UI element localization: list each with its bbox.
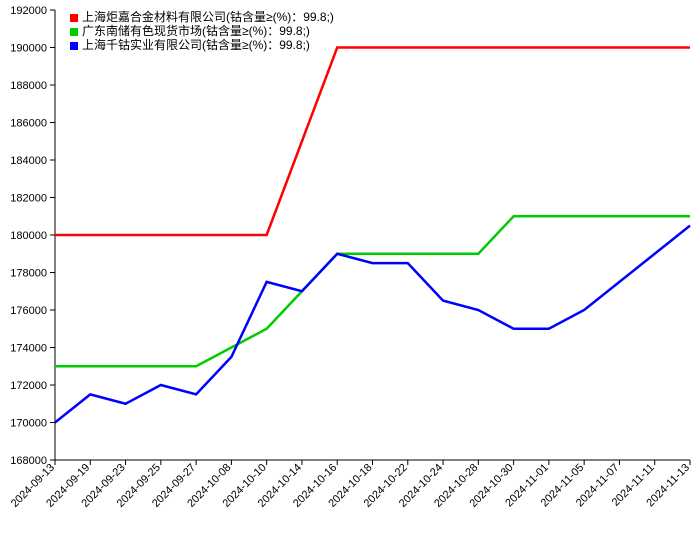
legend-marker <box>70 42 78 50</box>
y-tick-label: 174000 <box>10 343 47 355</box>
y-tick-label: 186000 <box>10 118 47 130</box>
chart-container: 168000 170000 172000 174000 176000 178000 1800… <box>0 0 700 550</box>
legend-marker <box>70 14 78 22</box>
y-tick-label: 180000 <box>10 230 47 242</box>
y-tick-label: 188000 <box>10 80 47 92</box>
y-tick-label: 168000 <box>10 455 47 467</box>
legend-marker <box>70 28 78 36</box>
y-tick-label: 190000 <box>10 43 47 55</box>
legend-label: 上海炬嘉合金材料有限公司(钴含量≥(%)：99.8;) <box>82 9 334 24</box>
y-tick-label: 182000 <box>10 193 47 205</box>
line-chart: 168000 170000 172000 174000 176000 178000 1800… <box>0 0 700 550</box>
legend-label: 广东南储有色现货市场(钴含量≥(%)：99.8;) <box>82 23 310 38</box>
y-tick-label: 172000 <box>10 380 47 392</box>
y-tick-label: 178000 <box>10 268 47 280</box>
y-tick-label: 170000 <box>10 418 47 430</box>
y-tick-label: 176000 <box>10 305 47 317</box>
legend-label: 上海千钴实业有限公司(钴含量≥(%)：99.8;) <box>82 37 310 52</box>
y-tick-label: 192000 <box>10 5 47 17</box>
y-tick-label: 184000 <box>10 155 47 167</box>
